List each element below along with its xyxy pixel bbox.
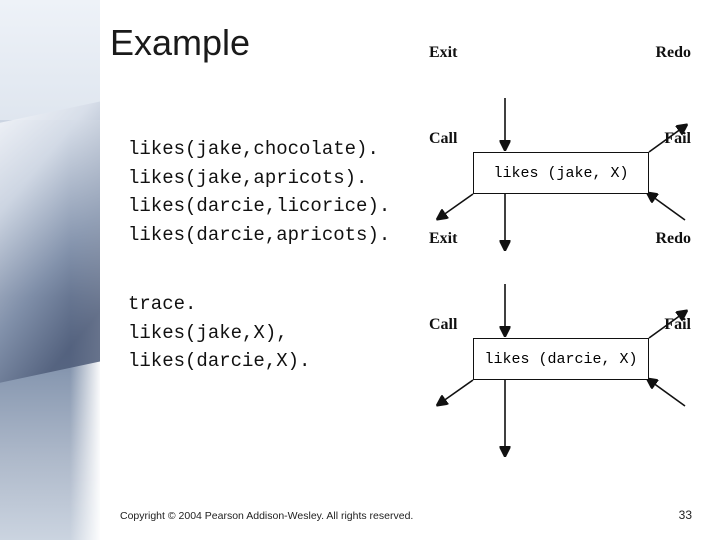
label-fail: Fail	[664, 130, 691, 148]
fact-line: likes(darcie,licorice).	[128, 192, 390, 221]
fact-line: likes(darcie,apricots).	[128, 221, 390, 250]
query-line: trace.	[128, 290, 310, 319]
goal-box: likes (darcie, X)	[473, 338, 649, 380]
goal-text: likes (jake, X)	[493, 165, 628, 182]
copyright-footer: Copyright © 2004 Pearson Addison-Wesley.…	[120, 510, 413, 522]
query-line: likes(darcie,X).	[128, 347, 310, 376]
label-fail: Fail	[664, 316, 691, 334]
fact-line: likes(jake,apricots).	[128, 164, 390, 193]
label-redo: Redo	[655, 44, 691, 62]
label-redo: Redo	[655, 230, 691, 248]
goal-text: likes (darcie, X)	[484, 351, 637, 368]
label-exit: Exit	[429, 230, 457, 248]
query-line: likes(jake,X),	[128, 319, 310, 348]
label-exit: Exit	[429, 44, 457, 62]
slide: Example likes(jake,chocolate). likes(jak…	[0, 0, 720, 540]
label-call: Call	[429, 130, 457, 148]
prolog-facts: likes(jake,chocolate). likes(jake,aprico…	[128, 135, 390, 249]
page-number: 33	[679, 508, 692, 522]
goal-box: likes (jake, X)	[473, 152, 649, 194]
label-call: Call	[429, 316, 457, 334]
fact-line: likes(jake,chocolate).	[128, 135, 390, 164]
prolog-query: trace. likes(jake,X), likes(darcie,X).	[128, 290, 310, 376]
slide-title: Example	[110, 22, 250, 64]
